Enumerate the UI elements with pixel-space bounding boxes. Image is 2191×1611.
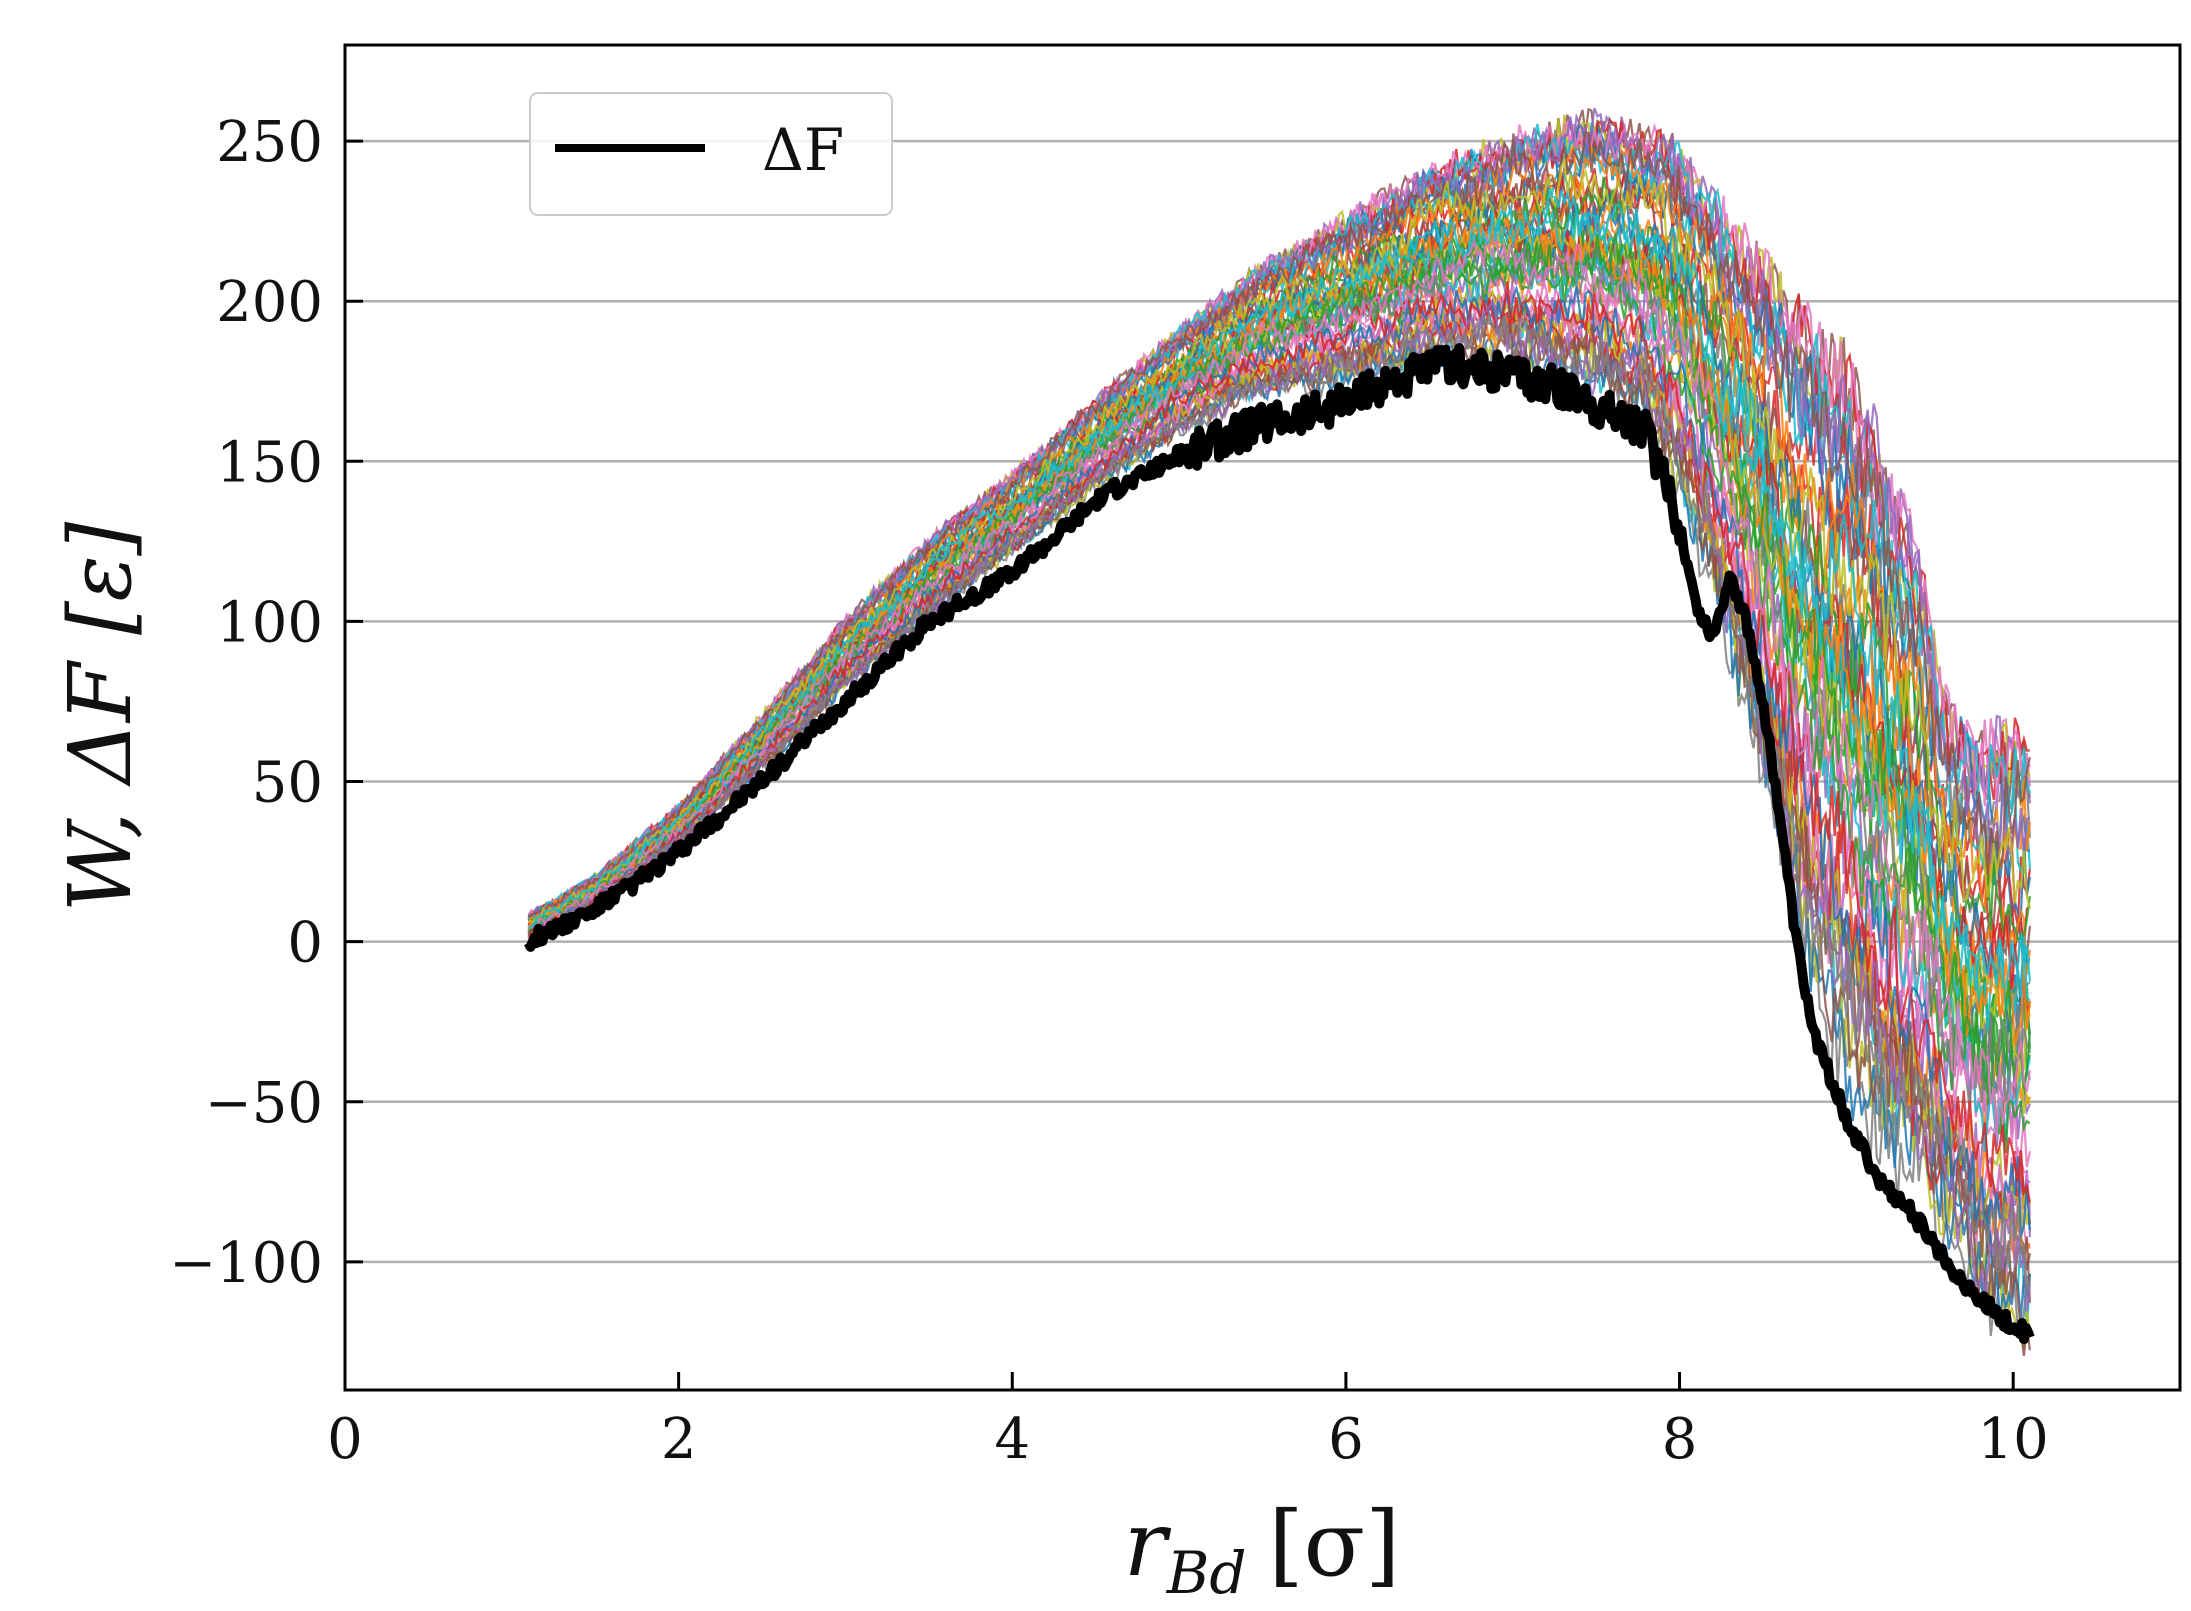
plot-frame bbox=[343, 43, 2182, 1392]
x-tick-label: 0 bbox=[327, 1407, 363, 1472]
x-axis-label: rBd [σ] bbox=[1124, 1492, 1400, 1607]
y-tick-label: 100 bbox=[216, 590, 323, 655]
y-axis: −100 −50 0 50 100 150 200 250 bbox=[169, 110, 363, 1296]
legend-box bbox=[529, 92, 893, 216]
trajectory-line bbox=[527, 233, 2031, 1107]
series-lines bbox=[524, 343, 2035, 1345]
y-tick-label: 50 bbox=[252, 751, 323, 816]
trajectory-line bbox=[527, 280, 2031, 1203]
x-axis-label-unit: [σ] bbox=[1269, 1492, 1401, 1597]
x-tick-label: 2 bbox=[661, 1407, 697, 1472]
legend: ΔF bbox=[529, 92, 893, 216]
trajectory-band bbox=[527, 107, 2031, 1357]
y-tick-label: −50 bbox=[205, 1071, 323, 1136]
y-tick-label: 200 bbox=[216, 270, 323, 335]
y-axis-label: W, ΔF [ε] bbox=[51, 521, 151, 912]
trajectory-line bbox=[527, 289, 2031, 1215]
legend-label-delta-f: ΔF bbox=[762, 116, 844, 184]
trajectory-line bbox=[528, 255, 2031, 1154]
y-tick-label: −100 bbox=[169, 1231, 323, 1296]
grid-lines bbox=[345, 139, 2180, 1264]
x-axis-label-main: r bbox=[1124, 1492, 1172, 1597]
x-axis-label-sub: Bd bbox=[1166, 1539, 1247, 1607]
x-tick-label: 10 bbox=[1978, 1407, 2049, 1472]
trajectory-line bbox=[528, 107, 2031, 917]
x-axis: 0 2 4 6 8 10 bbox=[327, 1372, 2049, 1472]
series-line-delta-f bbox=[524, 343, 2035, 1345]
x-tick-label: 4 bbox=[994, 1407, 1030, 1472]
trajectory-line bbox=[528, 187, 2031, 1002]
trajectory-line bbox=[528, 230, 2031, 1139]
y-tick-label: 150 bbox=[216, 430, 323, 495]
y-tick-label: 0 bbox=[287, 911, 323, 976]
y-tick-label: 250 bbox=[216, 110, 323, 175]
x-tick-label: 8 bbox=[1662, 1407, 1698, 1472]
trajectory-line bbox=[528, 156, 2031, 923]
x-tick-label: 6 bbox=[1328, 1407, 1364, 1472]
